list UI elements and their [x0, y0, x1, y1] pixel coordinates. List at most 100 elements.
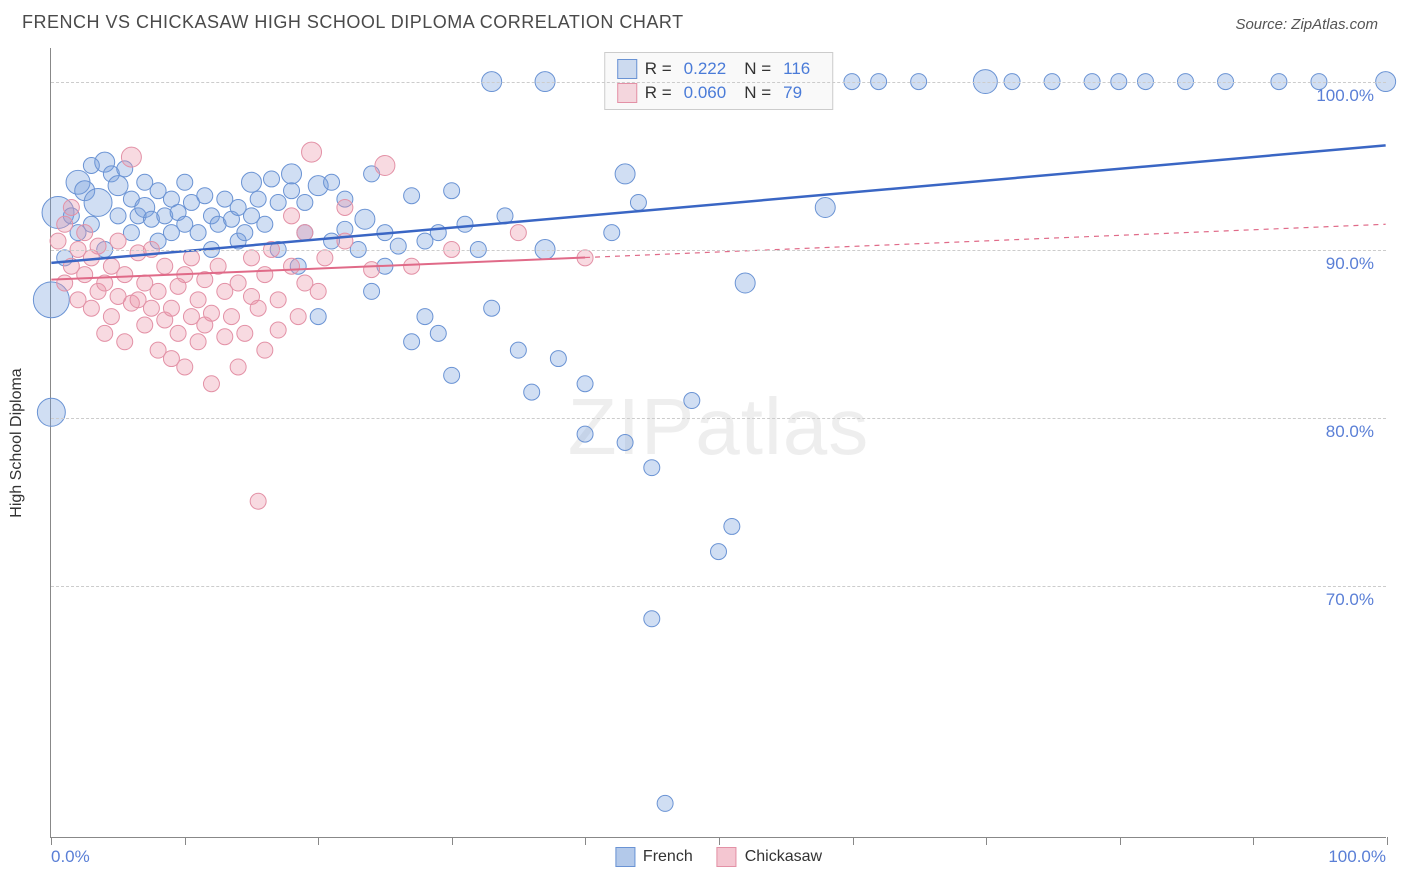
data-point [444, 367, 460, 383]
data-point [257, 267, 273, 283]
data-point [150, 283, 166, 299]
regression-line-extrapolated [585, 224, 1386, 257]
data-point [190, 225, 206, 241]
gridline [51, 418, 1386, 419]
data-point [284, 208, 300, 224]
data-point [324, 174, 340, 190]
data-point [84, 188, 112, 216]
data-point [157, 258, 173, 274]
legend-item-chickasaw: Chickasaw [717, 847, 822, 867]
y-tick-label: 100.0% [1316, 86, 1374, 106]
data-point [63, 199, 79, 215]
data-point [711, 544, 727, 560]
data-point [404, 334, 420, 350]
x-tick [853, 837, 854, 845]
x-tick [1253, 837, 1254, 845]
data-point [203, 376, 219, 392]
x-tick [585, 837, 586, 845]
data-point [270, 194, 286, 210]
data-point [50, 233, 66, 249]
data-point [735, 273, 755, 293]
legend-label-french: French [643, 848, 693, 866]
y-tick-label: 90.0% [1326, 254, 1374, 274]
data-point [103, 309, 119, 325]
data-point [137, 317, 153, 333]
gridline [51, 82, 1386, 83]
data-point [83, 300, 99, 316]
data-point [604, 225, 620, 241]
data-point [97, 325, 113, 341]
data-point [217, 329, 233, 345]
legend-swatch-chickasaw [717, 847, 737, 867]
data-point [110, 233, 126, 249]
data-point [310, 309, 326, 325]
data-point [684, 393, 700, 409]
data-point [163, 300, 179, 316]
data-point [404, 258, 420, 274]
data-point [108, 176, 128, 196]
stats-row-chickasaw: R =0.060 N =79 [617, 81, 821, 105]
series-legend: French Chickasaw [615, 847, 822, 867]
r-value-french: 0.222 [680, 57, 737, 81]
data-point [203, 305, 219, 321]
data-point [644, 611, 660, 627]
x-axis-min-label: 0.0% [51, 847, 90, 867]
data-point [190, 292, 206, 308]
x-tick [452, 837, 453, 845]
data-point [264, 171, 280, 187]
data-point [430, 325, 446, 341]
data-point [37, 398, 65, 426]
x-tick [51, 837, 52, 845]
data-point [657, 795, 673, 811]
data-point [510, 225, 526, 241]
source-attribution: Source: ZipAtlas.com [1235, 16, 1378, 33]
data-point [457, 216, 473, 232]
data-point [117, 267, 133, 283]
data-point [190, 334, 206, 350]
x-tick [1387, 837, 1388, 845]
data-point [250, 493, 266, 509]
data-point [524, 384, 540, 400]
data-point [143, 300, 159, 316]
chart-area: High School Diploma ZIPatlas 0.0% 100.0%… [50, 48, 1386, 838]
data-point [364, 283, 380, 299]
data-point [57, 275, 73, 291]
data-point [724, 518, 740, 534]
swatch-chickasaw [617, 83, 637, 103]
x-tick [719, 837, 720, 845]
data-point [77, 225, 93, 241]
data-point [355, 209, 375, 229]
data-point [577, 426, 593, 442]
data-point [375, 156, 395, 176]
data-point [630, 194, 646, 210]
x-axis-max-label: 100.0% [1328, 847, 1386, 867]
data-point [242, 172, 262, 192]
data-point [404, 188, 420, 204]
data-point [317, 250, 333, 266]
data-point [510, 342, 526, 358]
data-point [290, 309, 306, 325]
gridline [51, 250, 1386, 251]
data-point [121, 147, 141, 167]
n-value-chickasaw: 79 [779, 81, 812, 105]
r-value-chickasaw: 0.060 [680, 81, 737, 105]
y-axis-label: High School Diploma [8, 368, 26, 517]
data-point [577, 376, 593, 392]
data-point [244, 250, 260, 266]
data-point [170, 325, 186, 341]
data-point [223, 309, 239, 325]
data-point [177, 359, 193, 375]
data-point [297, 225, 313, 241]
data-point [617, 435, 633, 451]
data-point [90, 238, 106, 254]
chart-title: FRENCH VS CHICKASAW HIGH SCHOOL DIPLOMA … [22, 12, 684, 33]
data-point [310, 283, 326, 299]
data-point [197, 188, 213, 204]
data-point [77, 267, 93, 283]
data-point [297, 194, 313, 210]
y-tick-label: 70.0% [1326, 590, 1374, 610]
data-point [270, 292, 286, 308]
legend-label-chickasaw: Chickasaw [745, 848, 822, 866]
data-point [282, 164, 302, 184]
swatch-french [617, 59, 637, 79]
